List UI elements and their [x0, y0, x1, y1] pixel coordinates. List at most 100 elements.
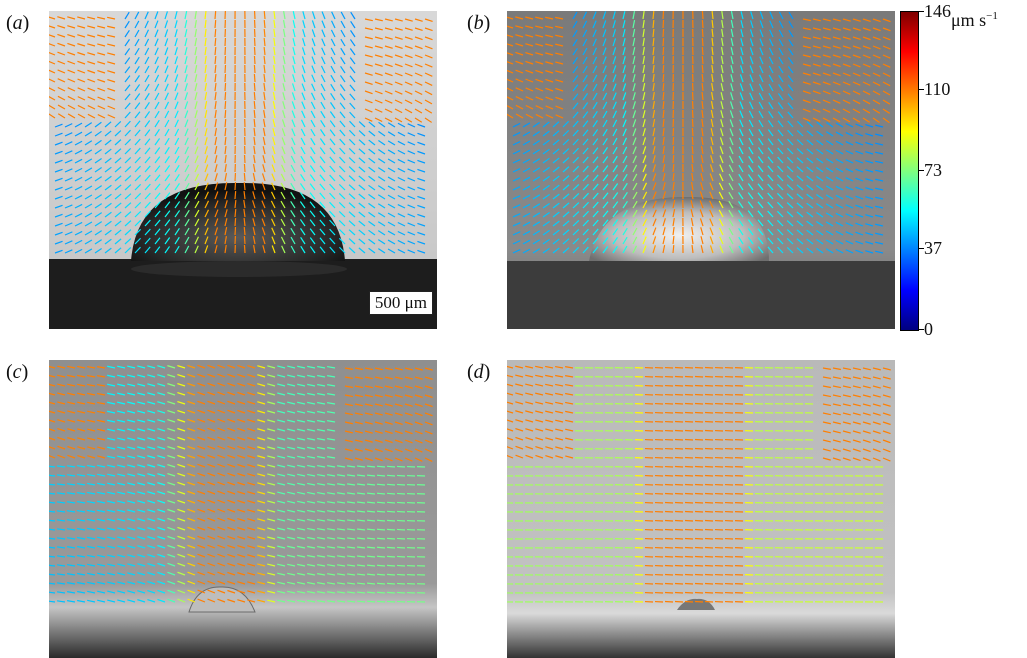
velocity-vector	[215, 47, 216, 55]
velocity-vector	[225, 83, 226, 91]
colorbar-tick-label: 146	[924, 1, 951, 22]
velocity-vector	[397, 556, 405, 557]
panel-d-image	[507, 360, 895, 658]
velocity-vector	[254, 56, 255, 64]
velocity-colorbar	[900, 11, 919, 331]
velocity-vector	[377, 547, 385, 548]
velocity-vector	[264, 20, 265, 28]
velocity-vector	[377, 466, 385, 467]
velocity-vector	[685, 385, 693, 386]
colorbar-unit: μm s−1	[951, 10, 998, 31]
velocity-vector	[387, 538, 395, 539]
velocity-vector	[663, 20, 664, 28]
velocity-vector	[685, 394, 693, 395]
velocity-vector	[685, 457, 693, 458]
velocity-vector	[377, 565, 385, 566]
panel-c-image	[49, 360, 437, 658]
velocity-vector	[685, 403, 693, 404]
velocity-vector	[244, 173, 245, 181]
velocity-vector	[377, 502, 385, 503]
velocity-vector	[397, 547, 405, 548]
velocity-vector	[685, 466, 693, 467]
velocity-vector	[215, 20, 216, 28]
velocity-vector	[367, 574, 375, 575]
velocity-vector	[377, 538, 385, 539]
velocity-vector	[367, 583, 375, 584]
velocity-vector	[685, 430, 693, 431]
velocity-vector	[225, 119, 226, 127]
panel-b-image	[507, 11, 895, 329]
velocity-vector	[244, 227, 245, 235]
velocity-vector	[685, 475, 693, 476]
velocity-vector	[692, 137, 693, 145]
velocity-vector	[685, 484, 693, 485]
velocity-vector	[387, 583, 395, 584]
velocity-vector	[685, 547, 693, 548]
velocity-vector	[702, 29, 703, 37]
velocity-vector	[397, 583, 405, 584]
panel-d-scene	[507, 360, 895, 658]
velocity-vector	[685, 520, 693, 521]
velocity-vector	[367, 592, 375, 593]
velocity-vector	[225, 92, 226, 100]
velocity-vector	[673, 146, 674, 154]
colorbar-tick-label: 0	[924, 319, 933, 340]
velocity-vector	[264, 29, 265, 37]
velocity-vector	[215, 11, 216, 19]
velocity-vector	[377, 511, 385, 512]
velocity-vector	[685, 574, 693, 575]
velocity-vector	[377, 583, 385, 584]
velocity-vector	[235, 218, 236, 226]
velocity-vector	[387, 511, 395, 512]
velocity-vector	[235, 182, 236, 190]
velocity-vector	[673, 245, 674, 253]
velocity-vector	[653, 11, 654, 19]
velocity-vector	[692, 128, 693, 136]
velocity-vector	[254, 101, 255, 109]
velocity-vector	[685, 376, 693, 377]
velocity-vector	[225, 110, 226, 118]
velocity-vector	[235, 191, 236, 199]
velocity-vector	[244, 164, 245, 172]
velocity-vector	[264, 11, 265, 19]
velocity-vector	[397, 601, 405, 602]
velocity-vector	[702, 65, 703, 73]
velocity-vector	[387, 601, 395, 602]
velocity-vector	[387, 484, 395, 485]
velocity-vector	[663, 29, 664, 37]
velocity-vector	[264, 38, 265, 46]
velocity-vector	[387, 502, 395, 503]
panel-b-scene	[507, 11, 895, 329]
velocity-vector	[673, 155, 674, 163]
velocity-vector	[685, 592, 693, 593]
panel-label-a: (a)	[6, 12, 29, 35]
velocity-vector	[685, 412, 693, 413]
velocity-vector	[663, 83, 664, 91]
velocity-vector	[387, 466, 395, 467]
velocity-vector	[685, 601, 693, 602]
velocity-vector	[387, 493, 395, 494]
velocity-vector	[685, 538, 693, 539]
velocity-vector	[254, 83, 255, 91]
velocity-vector	[254, 47, 255, 55]
velocity-vector	[387, 565, 395, 566]
velocity-vector	[377, 574, 385, 575]
velocity-vector	[702, 11, 703, 19]
velocity-vector	[387, 475, 395, 476]
velocity-vector	[685, 367, 693, 368]
velocity-vector	[663, 74, 664, 82]
velocity-vector	[397, 520, 405, 521]
velocity-vector	[685, 565, 693, 566]
velocity-vector	[387, 547, 395, 548]
velocity-vector	[397, 538, 405, 539]
velocity-vector	[387, 574, 395, 575]
scale-bar: 500 μm	[369, 291, 433, 315]
velocity-vector	[397, 592, 405, 593]
velocity-vector	[663, 92, 664, 100]
velocity-vector	[685, 421, 693, 422]
velocity-vector	[377, 601, 385, 602]
velocity-vector	[685, 448, 693, 449]
velocity-vector	[397, 466, 405, 467]
velocity-vector	[692, 146, 693, 154]
velocity-vector	[685, 529, 693, 530]
